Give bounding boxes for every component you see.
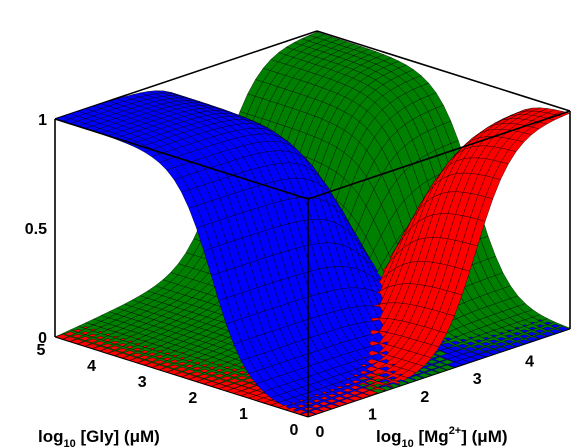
- x-tick-label: 4: [87, 358, 96, 375]
- y-tick-label: 1: [368, 406, 377, 423]
- x-axis-label: log10 [Gly] (μM): [38, 427, 160, 447]
- box-edge: [54, 30, 318, 120]
- x-tick-label: 5: [37, 342, 46, 359]
- box-edge: [54, 336, 309, 418]
- z-tick-label: 1: [38, 112, 47, 129]
- x-tick-label: 1: [239, 406, 248, 423]
- y-tick-label: 3: [473, 371, 482, 388]
- z-tick-label: 0: [38, 330, 47, 347]
- box-edge: [54, 118, 309, 200]
- x-tick-label: 2: [188, 390, 197, 407]
- x-tick-label: 3: [138, 374, 147, 391]
- y-tick-label: 2: [420, 389, 429, 406]
- box-edge: [316, 30, 571, 112]
- box-edge: [307, 328, 571, 418]
- y-axis-label: log10 [Mg2+] (μM): [376, 425, 508, 447]
- y-tick-label: 4: [525, 354, 534, 371]
- surface-layers: [54, 31, 571, 418]
- y-tick-label: 0: [316, 424, 325, 441]
- plot-box-front: [54, 110, 571, 418]
- z-tick-label: 0.5: [25, 221, 47, 238]
- box-edge: [307, 110, 571, 200]
- tick-labels: 01234501234500.51: [25, 112, 534, 441]
- x-tick-label: 0: [290, 422, 299, 439]
